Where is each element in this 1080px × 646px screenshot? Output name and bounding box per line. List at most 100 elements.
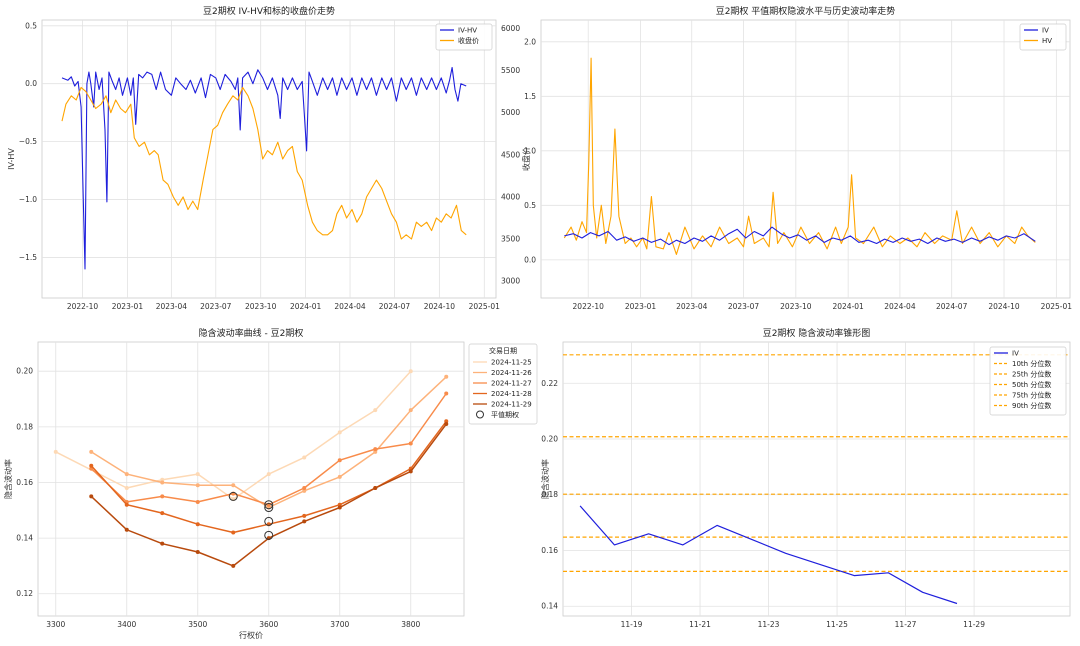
legend-label: IV — [1042, 27, 1049, 35]
data-point — [266, 472, 271, 477]
x-tick-label: 11-19 — [621, 620, 643, 629]
x-tick-label: 2023-10 — [245, 302, 277, 311]
legend-label: 2024-11-29 — [491, 401, 532, 409]
y-right-tick-label: 5000 — [501, 108, 520, 117]
y-axis-label: 隐含波动率 — [3, 459, 13, 499]
x-tick-label: 2023-04 — [676, 302, 708, 311]
data-point — [444, 374, 449, 379]
y-tick-label: 0.22 — [541, 379, 558, 388]
x-tick-label: 3700 — [330, 620, 349, 629]
y-tick-label: 0.14 — [541, 602, 558, 611]
x-tick-label: 2022-10 — [67, 302, 99, 311]
legend-label: 2024-11-27 — [491, 380, 532, 388]
legend-label: 10th 分位数 — [1012, 359, 1051, 368]
legend-label: 90th 分位数 — [1012, 401, 1051, 410]
y-tick-label: 0.5 — [25, 21, 37, 30]
data-point — [124, 527, 129, 532]
data-point — [160, 480, 165, 485]
legend-label: HV — [1042, 37, 1052, 45]
data-point — [302, 513, 307, 518]
x-tick-label: 11-27 — [895, 620, 917, 629]
y-axis-label: IV-HV — [7, 148, 16, 170]
legend-label: IV — [1012, 350, 1019, 358]
data-point — [444, 419, 449, 424]
legend-label: 25th 分位数 — [1012, 370, 1051, 379]
series-line-iv — [564, 226, 1036, 246]
data-point — [444, 422, 449, 427]
data-point — [195, 550, 200, 555]
legend-label: IV-HV — [458, 27, 477, 35]
x-tick-label: 2023-04 — [156, 302, 188, 311]
data-point — [124, 502, 129, 507]
y-tick-label: 0.18 — [541, 490, 558, 499]
legend-label: 2024-11-26 — [491, 369, 532, 377]
y-tick-label: 1.0 — [524, 146, 536, 155]
data-point — [160, 511, 165, 516]
y-tick-label: 0.0 — [524, 255, 536, 264]
x-tick-label: 2023-10 — [780, 302, 812, 311]
x-tick-label: 2023-01 — [625, 302, 657, 311]
y-tick-label: 0.14 — [16, 534, 33, 543]
data-point — [231, 483, 236, 488]
y-right-axis-label: 收盘价 — [521, 147, 531, 171]
y-tick-label: −1.5 — [19, 253, 37, 262]
data-point — [160, 477, 165, 482]
atm-marker — [264, 500, 274, 510]
data-point — [302, 488, 307, 493]
x-tick-label: 2024-10 — [424, 302, 456, 311]
x-tick-label: 2025-01 — [469, 302, 501, 311]
chart-title: 豆2期权 IV-HV和标的收盘价走势 — [203, 5, 335, 17]
chart-iv-cone: 11-19 11-21 11-23 11-25 11-27 11-29 0.14 0.16 0.… — [540, 327, 1071, 629]
series-line-iv — [579, 505, 958, 605]
data-point — [408, 369, 413, 374]
chart-iv-smile: 3300 3400 3500 3600 3700 3800 0.12 0.14 0.16 0.18… — [3, 327, 538, 640]
data-point — [195, 499, 200, 504]
data-point — [231, 563, 236, 568]
data-point — [195, 472, 200, 477]
x-tick-label: 11-29 — [963, 620, 985, 629]
x-tick-label: 11-25 — [826, 620, 848, 629]
legend-marker — [476, 410, 484, 419]
data-point — [337, 430, 342, 435]
atm-marker — [264, 503, 274, 513]
plot-area — [41, 19, 497, 299]
data-point — [373, 449, 378, 454]
x-tick-label: 3800 — [401, 620, 420, 629]
x-tick-label: 2023-07 — [200, 302, 232, 311]
y-right-tick-label: 3000 — [501, 277, 520, 286]
legend-label: 2024-11-28 — [491, 390, 532, 398]
plot-area — [562, 341, 1071, 617]
y-tick-label: 0.20 — [541, 435, 558, 444]
data-point — [337, 502, 342, 507]
data-point — [124, 472, 129, 477]
x-tick-label: 3400 — [117, 620, 136, 629]
x-tick-label: 2022-10 — [573, 302, 605, 311]
y-tick-label: 2.0 — [524, 37, 536, 46]
y-right-tick-label: 4000 — [501, 192, 520, 201]
chart-title: 豆2期权 隐含波动率锥形图 — [763, 327, 871, 339]
x-tick-label: 2023-07 — [728, 302, 760, 311]
y-tick-label: 0.12 — [16, 589, 33, 598]
data-point — [444, 391, 449, 396]
data-point — [408, 408, 413, 413]
x-tick-label: 3600 — [259, 620, 278, 629]
y-axis-label: 隐含波动率 — [540, 459, 550, 499]
data-point — [302, 519, 307, 524]
y-tick-label: 0.20 — [16, 367, 33, 376]
x-tick-label: 2024-04 — [884, 302, 916, 311]
y-right-tick-label: 6000 — [501, 24, 520, 33]
legend-title: 交易日期 — [489, 346, 517, 355]
series-line-2024-11-25 — [55, 370, 412, 500]
legend-label: 50th 分位数 — [1012, 380, 1051, 389]
x-tick-label: 2025-01 — [1041, 302, 1073, 311]
x-tick-label: 3300 — [46, 620, 65, 629]
y-tick-label: 0.16 — [541, 546, 558, 555]
legend-label: 收盘价 — [458, 36, 479, 45]
data-point — [373, 447, 378, 452]
data-point — [195, 522, 200, 527]
x-tick-label: 2023-01 — [112, 302, 144, 311]
data-point — [160, 494, 165, 499]
x-tick-label: 2024-10 — [988, 302, 1020, 311]
atm-marker — [264, 530, 274, 540]
